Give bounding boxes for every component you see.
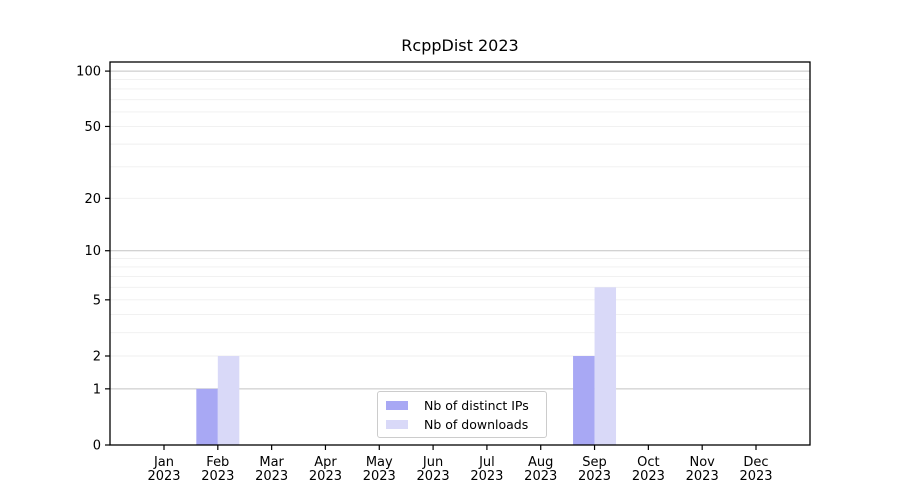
legend-swatch-distinct-ips (386, 400, 408, 410)
y-tick-label: 1 (93, 382, 101, 397)
bar-downloads-sep (594, 287, 617, 445)
y-tick-label: 50 (84, 120, 101, 135)
bar-distinct-ips-sep (573, 355, 595, 445)
legend-item-distinct-ips: Nb of distinct IPs (386, 398, 546, 413)
x-tick-label-month: Nov (689, 455, 715, 470)
bar-downloads-feb (217, 355, 240, 445)
x-tick-label-year: 2023 (632, 469, 665, 484)
x-tick-label-month: Sep (582, 455, 607, 470)
plot-frame (109, 61, 811, 446)
y-tick-label: 0 (93, 439, 101, 454)
x-tick-label-year: 2023 (739, 469, 772, 484)
y-tick-label: 2 (93, 349, 101, 364)
y-tick-label: 5 (93, 293, 101, 308)
legend-label-downloads: Nb of downloads (424, 416, 529, 432)
legend-label-distinct-ips: Nb of distinct IPs (424, 397, 529, 413)
x-tick-label-year: 2023 (201, 469, 234, 484)
x-tick-label-month: Mar (259, 455, 284, 470)
x-tick-label-month: Jun (422, 455, 443, 470)
bar-distinct-ips-feb (196, 388, 218, 445)
x-tick-label-year: 2023 (255, 469, 288, 484)
x-tick-label-year: 2023 (309, 469, 342, 484)
legend: Nb of distinct IPs Nb of downloads (377, 391, 547, 438)
x-tick-label-month: May (366, 455, 393, 470)
y-tick-label: 100 (76, 65, 101, 80)
chart-title: RcppDist 2023 (401, 36, 519, 55)
legend-item-downloads: Nb of downloads (386, 417, 546, 432)
x-tick-label-month: Oct (637, 455, 659, 470)
x-tick-label-month: Apr (314, 455, 337, 470)
x-tick-label-year: 2023 (470, 469, 503, 484)
x-tick-label-month: Jan (153, 455, 174, 470)
x-tick-label-year: 2023 (363, 469, 396, 484)
y-tick-label: 10 (84, 244, 101, 259)
x-tick-label-month: Aug (528, 455, 553, 470)
y-tick-label: 20 (84, 192, 101, 207)
x-tick-label-year: 2023 (686, 469, 719, 484)
x-tick-label-year: 2023 (417, 469, 450, 484)
x-tick-label-month: Jul (478, 455, 495, 470)
x-tick-label-month: Dec (743, 455, 768, 470)
x-tick-label-year: 2023 (147, 469, 180, 484)
x-tick-label-month: Feb (206, 455, 229, 470)
x-tick-label-year: 2023 (524, 469, 557, 484)
x-tick-label-year: 2023 (578, 469, 611, 484)
legend-swatch-downloads (386, 419, 408, 429)
